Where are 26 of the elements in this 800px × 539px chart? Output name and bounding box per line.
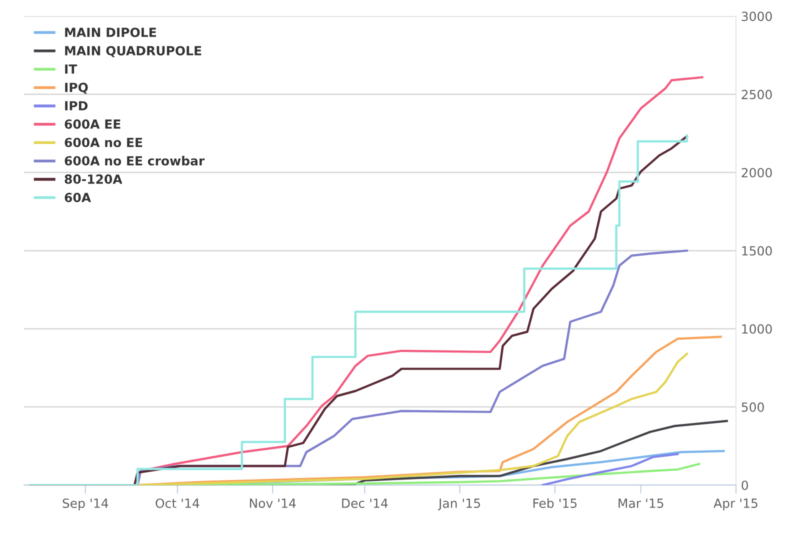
x-tick-label: Feb '15 <box>533 498 577 508</box>
x-tick-label: Apr '15 <box>714 498 758 510</box>
legend-label: IPQ <box>65 82 88 94</box>
legend-label: IT <box>65 64 78 74</box>
legend-label: 600A no EE <box>64 138 142 148</box>
y-tick-label: 0 <box>742 480 748 490</box>
x-tick-label: Sep '14 <box>62 498 108 510</box>
line-series <box>542 452 679 486</box>
x-tick-label: Mar '15 <box>618 498 664 508</box>
legend-label: 80-120A <box>64 174 122 184</box>
y-tick-label: 500 <box>742 402 764 412</box>
y-tick-label: 2000 <box>742 168 772 178</box>
y-tick-label: 1500 <box>742 246 772 256</box>
legend-label: 60A <box>64 192 92 202</box>
legend-label: IPD <box>65 101 88 110</box>
y-tick-label: 2500 <box>742 90 772 100</box>
y-tick-label: 1000 <box>742 324 772 334</box>
y-tick-label: 3000 <box>742 12 772 22</box>
legend-label: MAIN DIPOLE <box>65 28 156 38</box>
x-tick-label: Dec '14 <box>342 498 388 508</box>
x-tick-label: Nov '14 <box>250 498 296 508</box>
legend-label: 600A no EE crowbar <box>64 156 205 166</box>
x-tick-label: Oct '14 <box>156 498 200 508</box>
legend-label: MAIN QUADRUPOLE <box>65 46 202 58</box>
legend-label: 600A EE <box>64 119 120 129</box>
x-tick-label: Jan '15 <box>438 498 480 510</box>
